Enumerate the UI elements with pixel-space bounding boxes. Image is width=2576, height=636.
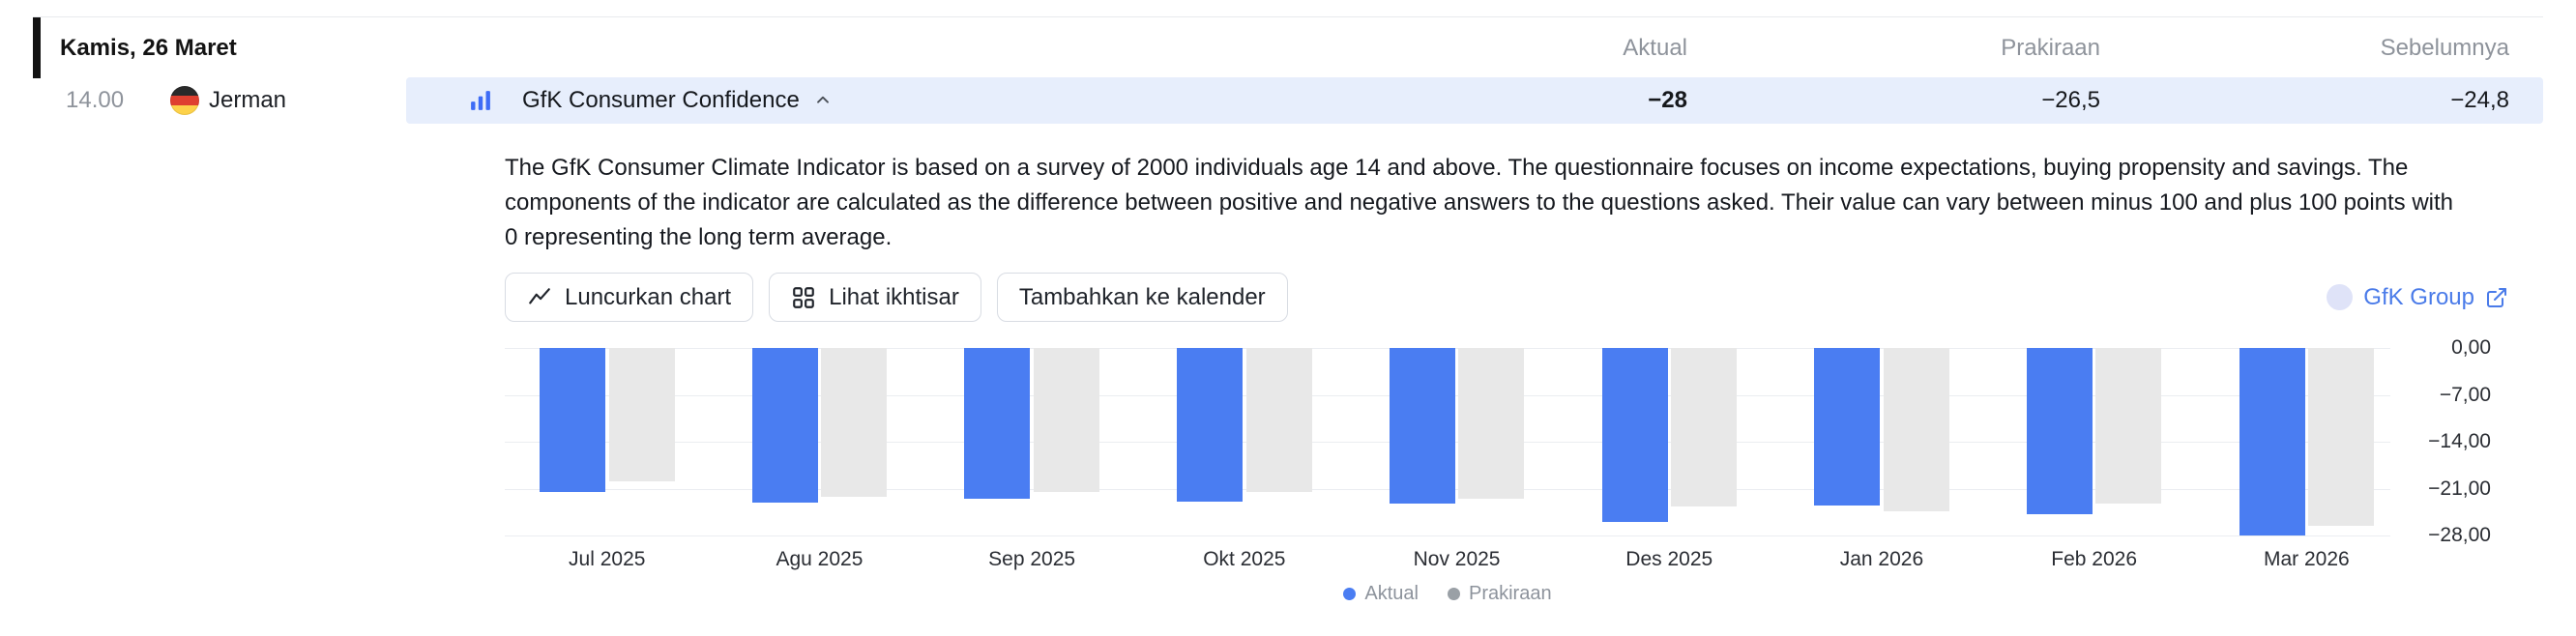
y-axis-tick-label: −14,00 bbox=[2428, 430, 2491, 453]
bar-prakiraan-feb-2026 bbox=[2095, 348, 2162, 505]
event-country: Jerman bbox=[209, 87, 287, 113]
event-time: 14.00 bbox=[66, 87, 125, 113]
y-axis-tick-label: −21,00 bbox=[2428, 477, 2491, 500]
legend-item-aktual[interactable]: Aktual bbox=[1343, 583, 1419, 605]
x-axis-label: Sep 2025 bbox=[988, 548, 1076, 570]
legend-item-prakiraan[interactable]: Prakiraan bbox=[1447, 583, 1552, 605]
column-header-forecast: Prakiraan bbox=[2001, 34, 2100, 61]
gridline bbox=[505, 535, 2390, 537]
y-axis-tick-label: −7,00 bbox=[2439, 383, 2491, 406]
event-previous-value: −24,8 bbox=[2450, 87, 2509, 113]
x-axis-label: Agu 2025 bbox=[776, 548, 864, 570]
source-link-label: GfK Group bbox=[2363, 283, 2474, 310]
event-forecast-value: −26,5 bbox=[2041, 87, 2100, 113]
bar-aktual-jul-2025 bbox=[540, 348, 605, 492]
chart-legend: Aktual Prakiraan bbox=[505, 583, 2390, 605]
x-axis-label: Okt 2025 bbox=[1203, 548, 1286, 570]
source-avatar bbox=[2327, 284, 2354, 310]
y-axis-tick-label: −28,00 bbox=[2428, 524, 2491, 547]
view-overview-label: Lihat ikhtisar bbox=[829, 283, 959, 310]
date-marker-bar bbox=[33, 17, 41, 78]
bar-aktual-feb-2026 bbox=[2026, 348, 2093, 514]
bar-prakiraan-jan-2026 bbox=[1883, 348, 1949, 512]
bar-prakiraan-des-2025 bbox=[1671, 348, 1737, 507]
bar-aktual-okt-2025 bbox=[1177, 348, 1244, 503]
column-header-actual: Aktual bbox=[1623, 34, 1687, 61]
event-row[interactable]: 14.00 Jerman GfK Consumer Confidence −28… bbox=[33, 77, 2543, 124]
view-overview-button[interactable]: Lihat ikhtisar bbox=[769, 273, 981, 322]
x-axis-label: Nov 2025 bbox=[1413, 548, 1501, 570]
column-header-previous: Sebelumnya bbox=[2380, 34, 2509, 61]
chevron-up-icon[interactable] bbox=[813, 91, 833, 110]
grid-icon bbox=[791, 285, 816, 310]
event-description: The GfK Consumer Climate Indicator is ba… bbox=[505, 155, 2454, 250]
launch-chart-button[interactable]: Luncurkan chart bbox=[505, 273, 754, 322]
bar-aktual-mar-2026 bbox=[2239, 348, 2305, 536]
legend-dot-icon bbox=[1447, 588, 1460, 600]
bar-prakiraan-mar-2026 bbox=[2308, 348, 2375, 526]
event-title: GfK Consumer Confidence bbox=[522, 87, 800, 113]
bar-aktual-des-2025 bbox=[1601, 348, 1668, 523]
bar-chart-icon bbox=[470, 90, 491, 111]
add-to-calendar-button[interactable]: Tambahkan ke kalender bbox=[996, 273, 1288, 322]
launch-chart-label: Luncurkan chart bbox=[565, 283, 732, 310]
bar-prakiraan-agu-2025 bbox=[821, 348, 888, 497]
bar-prakiraan-okt-2025 bbox=[1245, 348, 1312, 492]
y-axis-tick-label: 0,00 bbox=[2451, 336, 2491, 359]
x-axis-label: Des 2025 bbox=[1625, 548, 1713, 570]
date-header: Kamis, 26 Maret bbox=[60, 34, 237, 61]
legend-label: Aktual bbox=[1364, 583, 1419, 604]
bar-aktual-agu-2025 bbox=[751, 348, 818, 504]
date-header-row: Kamis, 26 Maret Aktual Prakiraan Sebelum… bbox=[33, 16, 2543, 78]
external-link-icon bbox=[2485, 286, 2508, 309]
bar-aktual-sep-2025 bbox=[964, 348, 1031, 499]
x-axis-label: Mar 2026 bbox=[2263, 548, 2350, 570]
add-to-calendar-label: Tambahkan ke kalender bbox=[1018, 283, 1266, 310]
legend-dot-icon bbox=[1343, 588, 1357, 600]
legend-label: Prakiraan bbox=[1468, 583, 1552, 604]
germany-flag-icon bbox=[170, 86, 199, 115]
x-axis-label: Feb 2026 bbox=[2051, 548, 2138, 570]
bar-aktual-nov-2025 bbox=[1389, 348, 1455, 504]
x-axis-label: Jul 2025 bbox=[569, 548, 646, 570]
event-actual-value: −28 bbox=[1648, 87, 1687, 113]
event-history-bar-chart: 0,00 −7,00 −14,00 −21,00 −28,00 Jul 2025 Agu 2… bbox=[505, 336, 2497, 625]
bar-prakiraan-nov-2025 bbox=[1458, 348, 1525, 499]
bar-aktual-jan-2026 bbox=[1814, 348, 1881, 506]
bar-prakiraan-sep-2025 bbox=[1033, 348, 1099, 492]
x-axis-label: Jan 2026 bbox=[1839, 548, 1924, 570]
source-link[interactable]: GfK Group bbox=[2327, 273, 2508, 322]
event-title-row[interactable]: GfK Consumer Confidence bbox=[406, 77, 2543, 124]
bar-prakiraan-jul-2025 bbox=[608, 348, 675, 481]
actions-row: Luncurkan chart Lihat ikhtisar Tambahkan… bbox=[505, 273, 1288, 322]
line-chart-icon bbox=[527, 285, 552, 310]
